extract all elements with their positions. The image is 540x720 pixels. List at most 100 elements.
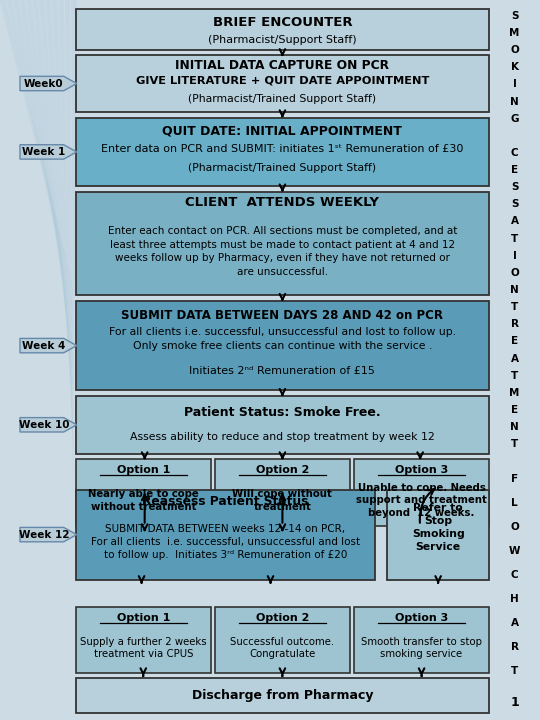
Text: S: S	[511, 199, 518, 210]
Bar	[387, 490, 489, 580]
Text: A: A	[511, 618, 518, 628]
Text: O: O	[510, 268, 519, 278]
Text: T: T	[511, 302, 518, 312]
Text: Option 1: Option 1	[117, 613, 170, 623]
Polygon shape	[19, 0, 73, 349]
Text: H: H	[510, 594, 519, 604]
Text: Option 1: Option 1	[117, 465, 170, 475]
Text: Initiates 2ⁿᵈ Remuneration of £15: Initiates 2ⁿᵈ Remuneration of £15	[190, 366, 375, 376]
Text: Patient Status: Smoke Free.: Patient Status: Smoke Free.	[184, 405, 381, 418]
Text: SUBMIT DATA BETWEEN DAYS 28 AND 42 on PCR: SUBMIT DATA BETWEEN DAYS 28 AND 42 on PC…	[122, 309, 443, 322]
Text: R: R	[511, 642, 518, 652]
Polygon shape	[20, 338, 77, 353]
Text: Enter data on PCR and SUBMIT: initiates 1ˢᵗ Remuneration of £30: Enter data on PCR and SUBMIT: initiates …	[101, 144, 464, 154]
Bar	[76, 607, 211, 673]
Text: For all clients i.e. successful, unsuccessful and lost to follow up.: For all clients i.e. successful, unsucce…	[109, 327, 456, 337]
Text: Will cope without
treatment: Will cope without treatment	[233, 489, 332, 512]
Polygon shape	[71, 0, 77, 493]
Text: SUBMIT DATA BETWEEN weeks 12 -14 on PCR,
For all clients  i.e. successful, unsuc: SUBMIT DATA BETWEEN weeks 12 -14 on PCR,…	[91, 524, 360, 559]
Polygon shape	[65, 0, 73, 475]
Text: L: L	[511, 498, 518, 508]
Text: T: T	[511, 371, 518, 381]
Text: S: S	[511, 11, 518, 21]
Text: Enter each contact on PCR. All sections must be completed, and at
least three at: Enter each contact on PCR. All sections …	[108, 226, 457, 277]
Text: (Pharmacist/Trained Support Staff): (Pharmacist/Trained Support Staff)	[188, 163, 376, 174]
Text: Option 2: Option 2	[256, 465, 309, 475]
Text: E: E	[511, 165, 518, 175]
Text: Smooth transfer to stop
smoking service: Smooth transfer to stop smoking service	[361, 636, 482, 660]
Text: Only smoke free clients can continue with the service .: Only smoke free clients can continue wit…	[133, 341, 432, 351]
Text: Option 2: Option 2	[256, 613, 309, 623]
Bar	[354, 459, 489, 526]
Text: R: R	[511, 319, 518, 329]
Text: T: T	[511, 666, 518, 676]
Polygon shape	[0, 0, 73, 295]
Polygon shape	[58, 0, 73, 457]
Polygon shape	[13, 0, 73, 331]
Bar	[354, 607, 489, 673]
Polygon shape	[52, 0, 73, 439]
Text: A: A	[511, 354, 518, 364]
Bar	[215, 607, 350, 673]
Text: (Pharmacist/Trained Support Staff): (Pharmacist/Trained Support Staff)	[188, 94, 376, 104]
Text: Supply a further 2 weeks
treatment via CPUS: Supply a further 2 weeks treatment via C…	[80, 636, 207, 660]
Text: F: F	[511, 474, 518, 484]
Text: GIVE LITERATURE + QUIT DATE APPOINTMENT: GIVE LITERATURE + QUIT DATE APPOINTMENT	[136, 76, 429, 86]
Polygon shape	[45, 0, 73, 421]
Text: BRIEF ENCOUNTER: BRIEF ENCOUNTER	[213, 16, 352, 29]
Text: K: K	[511, 62, 518, 72]
Polygon shape	[20, 418, 77, 432]
Text: N: N	[510, 285, 519, 295]
Text: Week 1: Week 1	[22, 147, 65, 157]
Text: Assess ability to reduce and stop treatment by week 12: Assess ability to reduce and stop treatm…	[130, 433, 435, 443]
Text: Discharge from Pharmacy: Discharge from Pharmacy	[192, 689, 373, 702]
Text: I: I	[512, 251, 517, 261]
Text: Reassess Patient Status: Reassess Patient Status	[143, 495, 309, 508]
Text: Successful outcome.
Congratulate: Successful outcome. Congratulate	[231, 636, 334, 660]
Text: T: T	[511, 439, 518, 449]
Text: I: I	[512, 79, 517, 89]
Text: Week0: Week0	[24, 78, 64, 89]
Bar	[76, 459, 211, 526]
Bar	[76, 396, 489, 454]
Bar	[76, 55, 489, 112]
Text: G: G	[510, 114, 519, 124]
Text: W: W	[509, 546, 521, 556]
Text: (Pharmacist/Support Staff): (Pharmacist/Support Staff)	[208, 35, 357, 45]
Text: E: E	[511, 336, 518, 346]
Text: M: M	[509, 388, 520, 398]
Polygon shape	[26, 0, 73, 367]
Text: Refer to
Stop
Smoking
Service: Refer to Stop Smoking Service	[412, 503, 464, 552]
Polygon shape	[20, 527, 77, 541]
Polygon shape	[32, 0, 73, 385]
Polygon shape	[20, 76, 77, 91]
Bar	[492, 0, 537, 720]
Bar	[76, 118, 489, 186]
Text: N: N	[510, 422, 519, 432]
Text: INITIAL DATA CAPTURE ON PCR: INITIAL DATA CAPTURE ON PCR	[176, 59, 389, 72]
Text: CLIENT  ATTENDS WEEKLY: CLIENT ATTENDS WEEKLY	[185, 197, 380, 210]
Text: QUIT DATE: INITIAL APPOINTMENT: QUIT DATE: INITIAL APPOINTMENT	[163, 125, 402, 138]
Polygon shape	[39, 0, 73, 403]
Text: O: O	[510, 522, 519, 532]
Bar	[215, 459, 350, 526]
Text: C: C	[511, 148, 518, 158]
Text: 1: 1	[510, 696, 519, 708]
Polygon shape	[6, 0, 73, 313]
Text: Option 3: Option 3	[395, 465, 448, 475]
Text: O: O	[510, 45, 519, 55]
Text: Unable to cope. Needs
support and treatment
beyond  12 weeks.: Unable to cope. Needs support and treatm…	[356, 482, 487, 518]
Bar	[76, 490, 375, 580]
Text: Week 4: Week 4	[22, 341, 65, 351]
Text: Week 12: Week 12	[18, 530, 69, 539]
Text: Nearly able to cope
without treatment: Nearly able to cope without treatment	[88, 489, 199, 512]
Text: S: S	[511, 182, 518, 192]
Polygon shape	[20, 145, 77, 159]
Text: M: M	[509, 28, 520, 38]
Text: A: A	[511, 217, 518, 227]
Text: E: E	[511, 405, 518, 415]
Text: C: C	[511, 570, 518, 580]
Bar	[76, 301, 489, 390]
Text: Option 3: Option 3	[395, 613, 448, 623]
Text: Week 10: Week 10	[18, 420, 69, 430]
